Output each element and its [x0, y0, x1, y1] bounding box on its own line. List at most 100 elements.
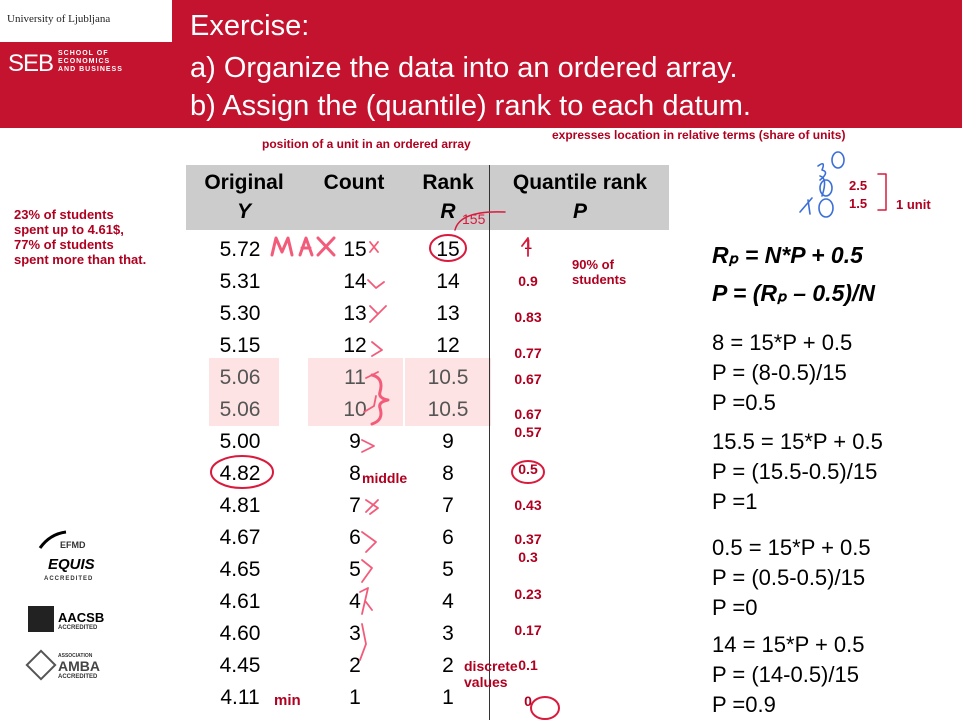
tie-highlight-rank — [405, 358, 491, 426]
row-11-quantile: 0.3 — [518, 549, 538, 565]
students-note: 23% of students spent up to 4.61$, 77% o… — [14, 207, 147, 267]
row-2-original: 5.31 — [219, 270, 261, 293]
row-12-rank: 4 — [442, 590, 454, 613]
row-13-original: 4.60 — [219, 622, 261, 645]
row-1-original: 5.72 — [219, 238, 261, 261]
slide-title-2: a) Organize the data into an ordered arr… — [190, 52, 738, 84]
row-1-count: 15 — [343, 238, 367, 261]
col-header-original-sub: Y — [236, 200, 251, 223]
row-5-quantile: 0.67 — [514, 371, 542, 387]
row-8-rank: 8 — [442, 462, 454, 485]
row-11-rank: 5 — [442, 558, 454, 581]
row-10-quantile: 0.37 — [514, 531, 542, 547]
row-7-quantile: 0.57 — [514, 424, 542, 440]
row-15-count: 1 — [349, 686, 361, 709]
aacsb-square-icon — [28, 606, 54, 632]
row-2-rank: 14 — [436, 270, 460, 293]
row-4-count: 12 — [343, 334, 367, 357]
row-9-quantile: 0.43 — [514, 497, 542, 513]
max-scribble — [270, 236, 336, 257]
school-logo — [0, 42, 172, 128]
row-13-rank: 3 — [442, 622, 454, 645]
example-4: 14 = 15*P + 0.5 P = (14-0.5)/15 P =0.9 — [712, 632, 865, 717]
school-abbr: SEB — [8, 50, 54, 77]
scale-1-5: 1.5 — [849, 196, 868, 211]
row-3-count: 13 — [343, 302, 367, 325]
position-note: position of a unit in an ordered array — [262, 137, 471, 151]
row-9-count: 7 — [349, 494, 361, 517]
row-2-quantile: 0.9 — [518, 273, 538, 289]
row-5-rank: 10.5 — [427, 366, 469, 389]
row-15-quantile: 0 — [524, 693, 532, 709]
row-14-rank: 2 — [442, 654, 454, 677]
row-12-original: 4.61 — [219, 590, 261, 613]
middle-label: middle — [362, 470, 408, 486]
col-header-quantile-sub: P — [572, 200, 587, 223]
row-7-count: 9 — [349, 430, 361, 453]
row-7-rank: 9 — [442, 430, 454, 453]
school-subtitle: SCHOOL OF ECONOMICS AND BUSINESS — [58, 50, 123, 73]
university-name: University of Ljubljana — [7, 13, 111, 25]
row-14-original: 4.45 — [219, 654, 261, 677]
column-divider — [489, 165, 490, 720]
row-6-rank: 10.5 — [427, 398, 469, 421]
formula-quantile: P = (Rₚ – 0.5)/N — [712, 280, 876, 306]
location-note: expresses location in relative terms (sh… — [552, 128, 846, 142]
row-1-quantile: 1 — [524, 236, 532, 252]
row-4-rank: 12 — [436, 334, 460, 357]
min-label: min — [274, 692, 301, 709]
col-header-count: Count — [323, 171, 385, 194]
col-header-rank-sub: R — [440, 200, 456, 223]
row-15-original: 4.11 — [220, 686, 260, 709]
row-8-count: 8 — [349, 462, 361, 485]
slide-title-3: b) Assign the (quantile) rank to each da… — [190, 90, 751, 122]
example-1: 8 = 15*P + 0.5 P = (8-0.5)/15 P =0.5 — [712, 330, 853, 415]
row-10-count: 6 — [349, 526, 361, 549]
university-strip — [0, 0, 172, 42]
col-header-original: Original — [204, 171, 284, 194]
row-11-original: 4.65 — [219, 558, 261, 581]
discrete-label: discrete values — [464, 658, 518, 690]
row-10-rank: 6 — [442, 526, 454, 549]
tie-highlight-original — [209, 358, 279, 426]
aacsb-logo: AACSB ACCREDITED — [28, 604, 108, 636]
percent-note: 90% of students — [572, 257, 627, 287]
scale-unit: 1 unit — [896, 197, 931, 212]
row-4-original: 5.15 — [219, 334, 261, 357]
row-12-count: 4 — [349, 590, 361, 613]
row-3-quantile: 0.83 — [514, 309, 542, 325]
row-13-count: 3 — [349, 622, 361, 645]
row-6-count: 10 — [343, 398, 367, 421]
row-3-rank: 13 — [436, 302, 460, 325]
row-13-quantile: 0.17 — [514, 622, 542, 638]
scale-2-5: 2.5 — [849, 178, 868, 193]
amba-logo: ASSOCIATION AMBA ACCREDITED — [25, 649, 108, 682]
row-5-original: 5.06 — [219, 366, 261, 389]
row-8-original: 4.82 — [219, 462, 261, 485]
table-header — [186, 165, 669, 230]
row-2-count: 14 — [343, 270, 367, 293]
row-15-rank: 1 — [442, 686, 454, 709]
equis-swoosh-icon — [38, 530, 67, 549]
row-5-count: 11 — [344, 366, 366, 389]
amba-diamond-icon — [25, 649, 57, 681]
row-3-original: 5.30 — [219, 302, 261, 325]
row-10-original: 4.67 — [219, 526, 261, 549]
row-8-quantile: 0.5 — [518, 461, 538, 477]
row-7-original: 5.00 — [219, 430, 261, 453]
row-14-quantile: 0.1 — [518, 657, 538, 673]
title-banner — [172, 0, 962, 128]
formula-rank: Rₚ = N*P + 0.5 — [712, 242, 863, 268]
row-12-quantile: 0.23 — [514, 586, 542, 602]
col-header-rank: Rank — [422, 171, 474, 194]
col-header-quantile: Quantile rank — [512, 171, 648, 194]
row-14-count: 2 — [349, 654, 361, 677]
slide-title-1: Exercise: — [190, 10, 310, 42]
row-6-quantile: 0.67 — [514, 406, 542, 422]
row-9-original: 4.81 — [219, 494, 261, 517]
row-4-quantile: 0.77 — [514, 345, 542, 361]
example-2: 15.5 = 15*P + 0.5 P = (15.5-0.5)/15 P =1 — [712, 429, 883, 514]
row-6-original: 5.06 — [219, 398, 261, 421]
row-1-rank: 15 — [436, 238, 460, 261]
scale-bracket — [877, 173, 887, 211]
